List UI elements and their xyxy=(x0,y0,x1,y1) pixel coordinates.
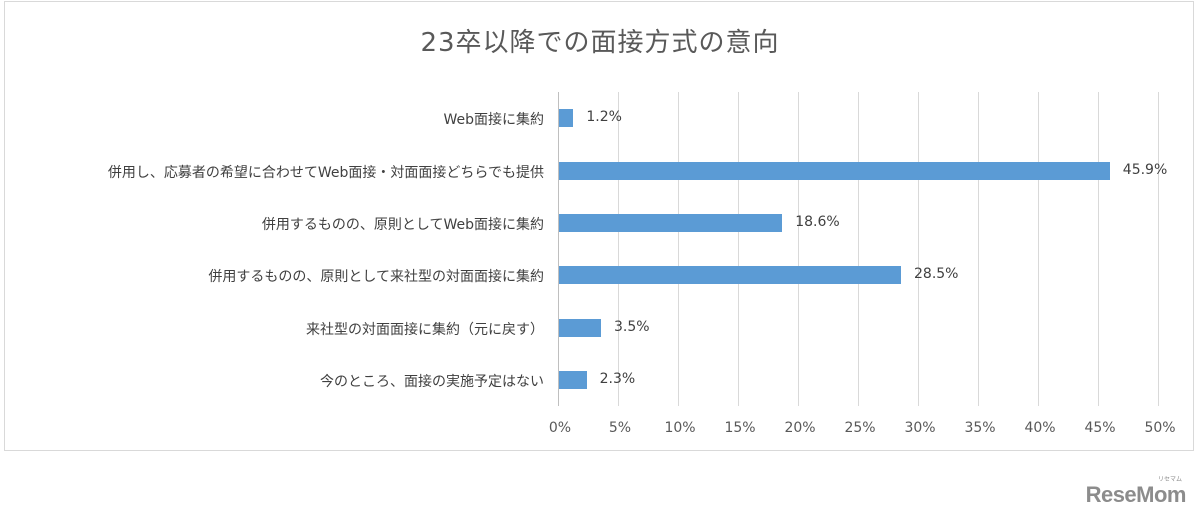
gridline xyxy=(858,92,859,406)
category-label: 来社型の対面面接に集約（元に戻す） xyxy=(306,321,544,338)
gridline xyxy=(1158,92,1159,406)
x-tick-label: 45% xyxy=(1084,420,1116,436)
bar-value-label: 1.2% xyxy=(586,109,622,126)
x-tick-label: 15% xyxy=(724,420,756,436)
chart-title: 23卒以降での面接方式の意向 xyxy=(420,28,780,58)
category-label: 併用するものの、原則としてWeb面接に集約 xyxy=(261,216,544,233)
bar-value-label: 3.5% xyxy=(614,318,650,335)
gridline xyxy=(1038,92,1039,406)
category-label: 併用し、応募者の希望に合わせてWeb面接・対面面接どちらでも提供 xyxy=(107,164,544,181)
category-label: 併用するものの、原則として来社型の対面面接に集約 xyxy=(208,269,544,286)
bar-value-label: 2.3% xyxy=(599,370,636,387)
x-tick-label: 20% xyxy=(784,420,816,436)
gridline xyxy=(618,92,619,406)
watermark-logo: ReseMom xyxy=(1085,482,1187,507)
bar-value-label: 45.9% xyxy=(1122,161,1168,178)
gridline xyxy=(918,92,919,406)
x-tick-label: 0% xyxy=(548,420,572,436)
bar-value-label: 28.5% xyxy=(914,266,959,283)
x-tick-label: 50% xyxy=(1144,420,1176,436)
bar xyxy=(559,109,574,128)
watermark-kana: リセマム xyxy=(1157,476,1182,483)
bar xyxy=(559,266,901,285)
category-label: Web面接に集約 xyxy=(443,112,544,129)
gridline xyxy=(678,92,679,406)
bar-value-label: 18.6% xyxy=(795,213,840,230)
bar xyxy=(559,213,783,232)
x-tick-label: 25% xyxy=(844,420,876,436)
category-label: 今のところ、面接の実施予定はない xyxy=(320,373,544,390)
bar xyxy=(559,318,601,337)
bar xyxy=(559,370,587,389)
gridline xyxy=(978,92,979,406)
x-tick-label: 30% xyxy=(904,420,936,436)
x-tick-label: 10% xyxy=(664,420,696,436)
x-tick-label: 40% xyxy=(1024,420,1056,436)
x-tick-label: 35% xyxy=(964,420,996,436)
gridline xyxy=(738,92,739,406)
gridline xyxy=(1098,92,1099,406)
y-axis-line xyxy=(558,92,559,406)
plot-area: 1.2% 45.9% 18.6% 28.5% 3.5% 2.3% xyxy=(558,92,1167,406)
bar xyxy=(559,161,1110,180)
x-tick-label: 5% xyxy=(608,420,632,436)
gridline xyxy=(798,92,799,406)
